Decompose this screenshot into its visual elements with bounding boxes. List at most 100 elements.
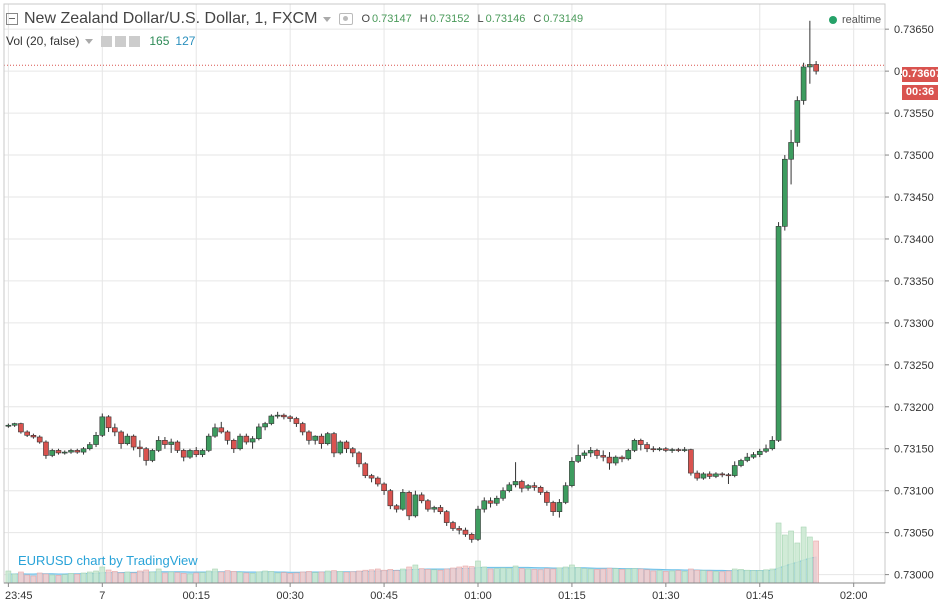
candle-body <box>68 450 74 453</box>
candle-body <box>788 142 794 160</box>
candle-body <box>750 454 757 458</box>
candle-body <box>656 448 663 451</box>
volume-bar <box>93 570 99 584</box>
volume-bar <box>794 542 801 584</box>
y-tick-label: 0.73500 <box>894 150 934 162</box>
candle-body <box>525 485 531 489</box>
visibility-icon[interactable] <box>101 35 113 47</box>
volume-bar <box>594 569 600 584</box>
volume-bar <box>99 566 106 584</box>
volume-bar <box>412 564 419 584</box>
candle-body <box>230 440 237 450</box>
volume-bar <box>199 572 206 584</box>
volume-bar <box>750 570 757 584</box>
candle-body <box>731 465 738 476</box>
volume-bar <box>487 568 494 584</box>
x-tick-label: 00:45 <box>370 590 398 602</box>
candle-body <box>337 441 344 454</box>
candle-body <box>162 440 168 445</box>
volume-bar <box>519 568 525 584</box>
candle-body <box>393 505 400 510</box>
chevron-down-icon[interactable] <box>85 38 94 44</box>
high-label: H <box>419 13 428 25</box>
candle-body <box>406 492 412 517</box>
y-tick-label: 0.73650 <box>894 24 934 36</box>
tradingview-watermark[interactable]: EURUSD chart by TradingView <box>18 553 198 568</box>
candle-body <box>694 472 700 479</box>
chevron-down-icon[interactable] <box>323 16 332 22</box>
candle-body <box>612 456 619 464</box>
volume-bar <box>531 569 538 584</box>
eye-icon[interactable] <box>339 13 354 25</box>
candle-body <box>569 461 575 486</box>
volume-bar <box>500 567 506 584</box>
volume-bar <box>506 567 513 584</box>
volume-bar <box>268 571 275 584</box>
candle-body <box>112 427 118 433</box>
volume-bar <box>694 569 700 584</box>
candle-body <box>387 490 394 507</box>
volume-bar <box>243 572 250 584</box>
volume-bar <box>74 573 81 584</box>
volume-bar <box>174 572 181 584</box>
candle-body <box>794 100 801 143</box>
volume-bar <box>650 570 657 584</box>
time-axis[interactable]: 23:45 7 00:15 00:30 00:45 01:00 01:15 01:30 01:4… <box>4 582 885 602</box>
volume-bar <box>5 570 12 584</box>
volume-bar <box>137 570 143 584</box>
volume-bar <box>118 572 124 584</box>
candle-body <box>575 455 581 462</box>
volume-bar <box>312 572 318 584</box>
candle-body <box>663 448 669 451</box>
volume-bar <box>537 569 544 584</box>
candle-body <box>93 435 99 445</box>
candle-body <box>331 433 337 454</box>
candle-body <box>669 449 675 451</box>
settings-icon[interactable] <box>115 35 127 47</box>
x-tick-label: 01:00 <box>464 590 492 602</box>
volume-bar <box>756 570 763 584</box>
volume-bar <box>230 571 237 584</box>
open-value: 0.73147 <box>372 13 412 25</box>
x-tick-label: 01:15 <box>558 590 586 602</box>
candle-body <box>262 423 268 428</box>
y-tick-label: 0.73300 <box>894 318 934 330</box>
volume-bar <box>299 571 306 584</box>
collapse-icon[interactable] <box>6 13 18 25</box>
candle-body <box>425 500 431 510</box>
price-axis[interactable]: 0.73000 0.73050 0.73100 0.73150 0.73200 0.732… <box>885 24 934 582</box>
candle-body <box>249 438 256 443</box>
candle-body <box>199 450 206 455</box>
volume-bar <box>450 567 456 584</box>
candle-body <box>168 441 174 445</box>
close-icon[interactable] <box>129 35 141 47</box>
volume-bar <box>368 569 375 584</box>
candle-body <box>287 416 293 419</box>
candle-body <box>74 450 81 453</box>
volume-bar <box>24 574 30 584</box>
volume-bar <box>462 565 469 584</box>
volume-bar <box>112 571 118 584</box>
candle-body <box>775 226 782 441</box>
volume-bar <box>744 569 751 584</box>
volume-bar <box>738 569 744 584</box>
volume-bar <box>205 570 212 584</box>
volume-bar <box>431 569 437 584</box>
volume-bar <box>80 572 87 584</box>
candle-body <box>763 448 769 452</box>
candle-body <box>318 435 325 445</box>
volume-bar <box>813 540 819 584</box>
candle-body <box>143 448 149 461</box>
volume-bar <box>387 569 394 584</box>
candle-body <box>600 455 607 458</box>
open-label: O <box>361 13 370 25</box>
volume-legend-row: Vol (20, false) 165 127 <box>6 34 195 48</box>
volume-bar <box>713 571 719 584</box>
low-value: 0.73146 <box>485 13 526 25</box>
candle-body <box>256 426 262 439</box>
x-tick-label: 7 <box>99 590 105 602</box>
candle-body <box>512 481 519 486</box>
volume-bar <box>237 571 243 584</box>
volume-bar <box>43 573 49 584</box>
